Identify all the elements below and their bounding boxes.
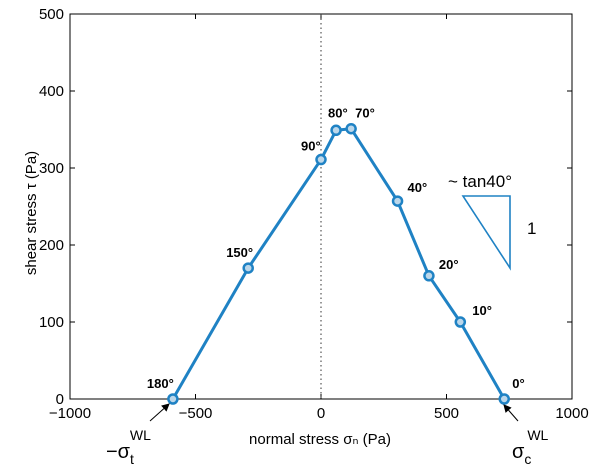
x-tick-label: 1000 bbox=[555, 405, 588, 422]
tensile-strength-label: −σtWL bbox=[106, 427, 151, 467]
slope-triangle bbox=[461, 195, 511, 271]
data-point-label: 180° bbox=[147, 376, 174, 391]
y-tick-label: 300 bbox=[39, 160, 64, 177]
y-tick-label: 100 bbox=[39, 314, 64, 331]
data-point bbox=[391, 195, 404, 207]
data-point bbox=[167, 393, 179, 405]
plot-frame bbox=[69, 13, 573, 400]
compressive-arrow bbox=[503, 404, 519, 422]
tensile-arrow bbox=[149, 403, 170, 422]
data-point bbox=[498, 393, 510, 405]
y-tick-label: 200 bbox=[39, 237, 64, 254]
y-tick-label: 0 bbox=[56, 391, 64, 408]
axes-layer: −1000 −500 0 500 1000 0 100 200 300 400 500 bbox=[39, 6, 589, 422]
data-point-label: 80° bbox=[328, 105, 348, 120]
x-tick-label: 0 bbox=[317, 405, 325, 422]
series-layer bbox=[167, 122, 510, 405]
data-point bbox=[242, 262, 254, 274]
data-point-label: 150° bbox=[226, 245, 253, 260]
x-tick-label: −500 bbox=[179, 405, 213, 422]
slope-run-label: 1 bbox=[527, 219, 536, 238]
y-tick-label: 400 bbox=[39, 83, 64, 100]
x-tick-label: −1000 bbox=[49, 405, 91, 422]
data-point-label: 20° bbox=[439, 257, 459, 272]
label-layer: 180° 150° 90° 80° 70° 40° 20° 10° 0° bbox=[147, 105, 525, 391]
data-point bbox=[315, 153, 327, 166]
x-axis-label: normal stress σₙ (Pa) bbox=[249, 431, 391, 448]
data-point-label: 40° bbox=[408, 180, 428, 195]
data-point-label: 10° bbox=[472, 303, 492, 318]
data-point-label: 0° bbox=[512, 376, 524, 391]
compressive-strength-label: σcWL bbox=[512, 427, 549, 467]
slope-annotation: ~ tan40° bbox=[448, 172, 512, 191]
data-point-label: 90° bbox=[301, 139, 321, 154]
data-point bbox=[330, 124, 342, 137]
data-point-label: 70° bbox=[355, 106, 375, 121]
data-point bbox=[423, 270, 435, 282]
data-point bbox=[454, 316, 467, 328]
data-point bbox=[345, 122, 357, 135]
y-tick-label: 500 bbox=[39, 6, 64, 23]
x-tick-label: 500 bbox=[434, 405, 459, 422]
y-axis-label: shear stress τ (Pa) bbox=[23, 151, 40, 275]
